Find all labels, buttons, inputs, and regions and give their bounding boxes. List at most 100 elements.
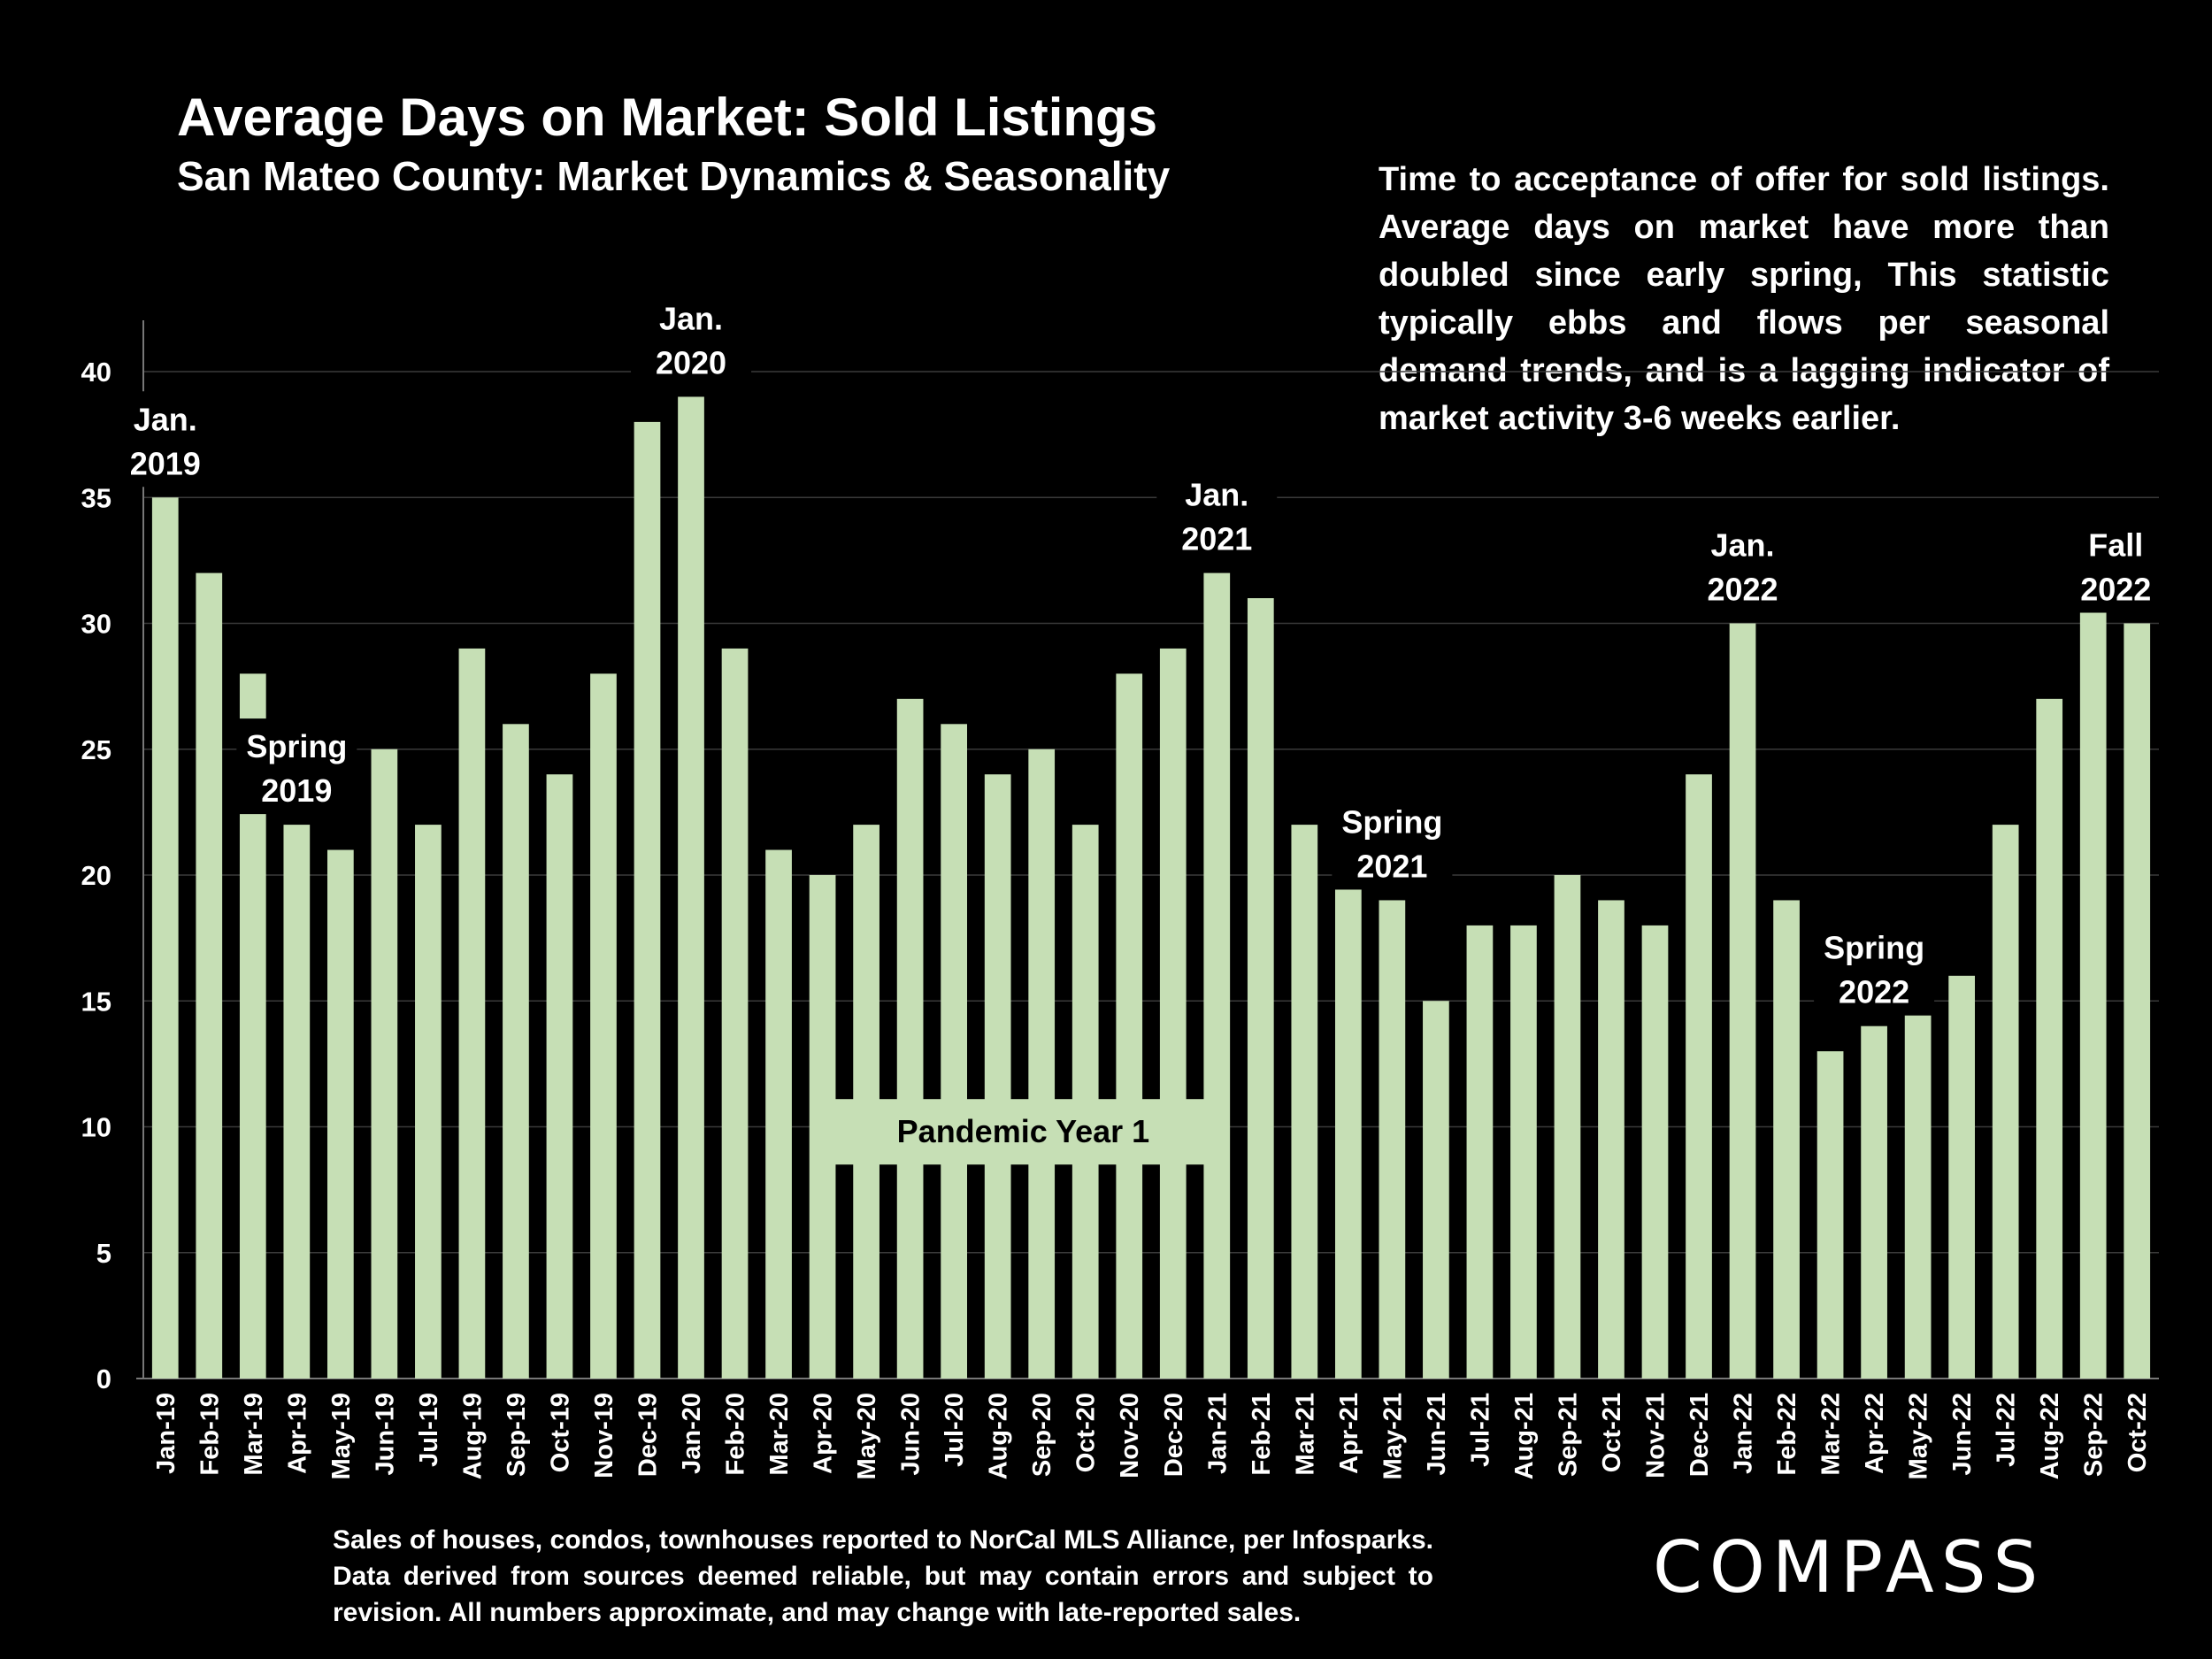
bar xyxy=(1116,673,1143,1379)
annotation-label: 2022 xyxy=(1839,974,1909,1010)
bar xyxy=(1554,875,1581,1379)
annotation-label: Spring xyxy=(1341,803,1442,840)
bar xyxy=(1379,900,1406,1379)
x-tick-label: Aug-21 xyxy=(1510,1393,1539,1479)
bar xyxy=(415,825,442,1379)
x-tick-label: Dec-20 xyxy=(1160,1393,1188,1477)
x-tick-label: Feb-21 xyxy=(1248,1393,1276,1475)
y-tick-label: 25 xyxy=(81,734,111,765)
bar xyxy=(371,749,398,1379)
annotation-label: 2022 xyxy=(1707,572,1778,608)
bar xyxy=(634,421,661,1379)
y-tick-label: 10 xyxy=(81,1112,111,1143)
bar xyxy=(721,648,749,1379)
annotation-label: Fall xyxy=(2088,527,2143,564)
x-tick-label: Sep-21 xyxy=(1554,1393,1582,1477)
x-tick-label: Mar-20 xyxy=(765,1393,794,1476)
x-tick-label: Jan-20 xyxy=(678,1393,706,1474)
x-tick-label: Sep-19 xyxy=(503,1393,531,1477)
x-tick-label: Jun-19 xyxy=(371,1393,399,1475)
x-tick-label: Jun-20 xyxy=(897,1393,926,1475)
x-tick-label: Aug-20 xyxy=(985,1393,1013,1479)
x-tick-label: Jul-19 xyxy=(415,1393,443,1467)
bar xyxy=(1423,1001,1449,1379)
y-tick-label: 15 xyxy=(81,986,111,1017)
annotation-label: Spring xyxy=(1824,930,1924,966)
bar xyxy=(2036,698,2063,1379)
bar xyxy=(984,774,1011,1379)
bar xyxy=(1641,925,1669,1379)
bar xyxy=(1729,623,1756,1379)
x-tick-label: Nov-20 xyxy=(1116,1393,1144,1479)
bar xyxy=(678,396,704,1379)
bar xyxy=(458,648,486,1379)
x-tick-label: Jul-22 xyxy=(1993,1393,2021,1467)
bar xyxy=(1773,900,1800,1379)
x-tick-label: Jul-20 xyxy=(941,1393,969,1467)
x-tick-label: Oct-21 xyxy=(1598,1393,1626,1472)
bar xyxy=(1291,825,1318,1379)
x-tick-label: Apr-21 xyxy=(1335,1393,1363,1474)
annotation-label: Jan. xyxy=(134,401,197,437)
annotation-label: Jan. xyxy=(659,300,723,336)
annotation-backing xyxy=(2055,517,2177,613)
annotation-label: 2021 xyxy=(1181,521,1252,557)
bar xyxy=(1247,598,1274,1379)
annotation-backing xyxy=(1814,919,1935,1016)
x-tick-label: Jan-21 xyxy=(1203,1393,1232,1474)
bar xyxy=(1992,825,2019,1379)
compass-logo: COMPASS xyxy=(1653,1526,2046,1609)
bar xyxy=(1686,774,1712,1379)
x-tick-label: Jul-21 xyxy=(1466,1393,1494,1467)
bar xyxy=(1598,900,1624,1379)
bar xyxy=(326,849,354,1379)
x-tick-label: Nov-21 xyxy=(1642,1393,1671,1479)
bar xyxy=(196,572,223,1379)
bar xyxy=(1203,572,1231,1379)
annotation-backing xyxy=(631,290,752,387)
chart-subtitle: San Mateo County: Market Dynamics & Seas… xyxy=(177,153,1171,199)
pandemic-band xyxy=(833,1099,1214,1165)
annotation-label: Jan. xyxy=(1711,527,1775,564)
annotation-label: 2020 xyxy=(656,344,726,380)
x-tick-label: Dec-21 xyxy=(1686,1393,1714,1477)
x-tick-label: Feb-22 xyxy=(1773,1393,1801,1475)
x-tick-label: Mar-22 xyxy=(1817,1393,1846,1476)
pandemic-band-label: Pandemic Year 1 xyxy=(897,1113,1150,1149)
y-tick-label: 20 xyxy=(81,860,111,891)
x-tick-label: Oct-22 xyxy=(2124,1393,2152,1472)
bar xyxy=(941,724,968,1379)
annotation-backing xyxy=(1682,517,1803,613)
x-tick-label: Feb-19 xyxy=(196,1393,224,1475)
y-tick-label: 40 xyxy=(81,357,111,388)
bar xyxy=(283,825,311,1379)
x-tick-label: Apr-19 xyxy=(283,1393,311,1474)
annotation-backing xyxy=(1332,794,1453,890)
x-tick-label: Oct-19 xyxy=(546,1393,574,1472)
x-tick-label: Feb-20 xyxy=(722,1393,750,1475)
x-tick-label: Jun-22 xyxy=(1948,1393,1977,1475)
x-tick-label: Jun-21 xyxy=(1423,1393,1451,1475)
annotation-backing xyxy=(1156,466,1278,563)
bar xyxy=(896,698,924,1379)
y-tick-label: 35 xyxy=(81,482,111,513)
annotation-backing xyxy=(104,391,226,488)
x-tick-label: May-20 xyxy=(853,1393,881,1479)
y-tick-label: 0 xyxy=(96,1363,111,1394)
bar xyxy=(503,724,529,1379)
x-tick-label: Jan-22 xyxy=(1730,1393,1758,1474)
x-tick-label: Aug-22 xyxy=(2036,1393,2064,1479)
source-note: Sales of houses, condos, townhouses repo… xyxy=(333,1525,1433,1627)
bar xyxy=(1948,975,1976,1379)
bar xyxy=(151,497,179,1379)
x-tick-label: May-19 xyxy=(327,1393,356,1479)
bar xyxy=(2124,623,2151,1379)
annotation-label: 2022 xyxy=(2080,572,2151,608)
x-tick-label: Mar-19 xyxy=(240,1393,268,1476)
x-tick-label: Jan-19 xyxy=(152,1393,180,1474)
x-tick-label: Dec-19 xyxy=(634,1393,663,1477)
x-tick-label: Oct-20 xyxy=(1072,1393,1101,1472)
annotation-label: 2019 xyxy=(130,445,201,481)
x-tick-label: Nov-19 xyxy=(590,1393,618,1479)
